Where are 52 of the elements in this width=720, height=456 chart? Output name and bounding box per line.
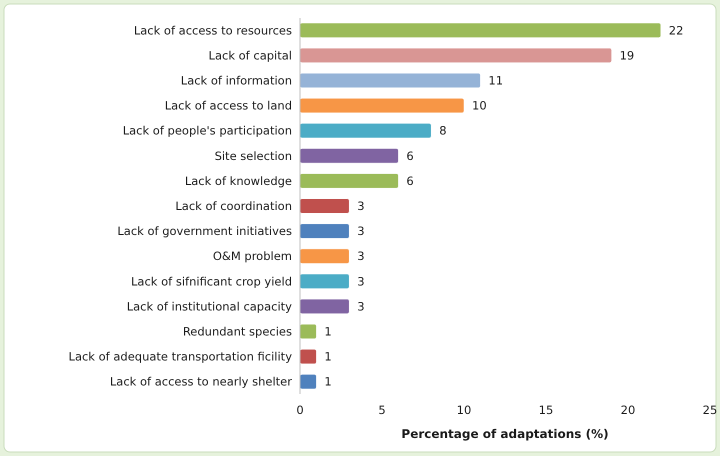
x-tick-label: 10 (456, 403, 472, 417)
y-tick-label: Site selection (214, 148, 292, 163)
y-tick-label: Lack of access to nearly shelter (110, 374, 292, 389)
y-tick-label: Lack of coordination (175, 199, 292, 214)
y-tick-label: Lack of capital (208, 48, 292, 62)
x-tick-label: 0 (296, 403, 304, 417)
x-tick-label: 20 (620, 403, 636, 417)
y-tick-label: Lack of people's participation (122, 124, 292, 138)
y-tick-label: Lack of institutional capacity (126, 299, 292, 314)
y-tick-label: Lack of knowledge (184, 174, 292, 188)
data-label: 11 (488, 74, 504, 88)
data-label: 10 (472, 98, 487, 113)
y-tick-label: Lack of government initiatives (117, 224, 292, 238)
y-tick-label: Redundant species (182, 324, 292, 339)
bar (300, 349, 317, 364)
bar (300, 22, 662, 38)
bar (300, 148, 399, 164)
data-label: 1 (324, 374, 332, 389)
x-tick-label: 5 (378, 403, 386, 417)
bar (300, 324, 317, 340)
y-tick-label: Lack of adequate transportation ficility (68, 350, 292, 364)
data-label: 3 (357, 249, 365, 264)
data-label: 19 (620, 48, 634, 62)
y-tick-label: Lack of sifnificant crop yield (131, 274, 292, 288)
bar (300, 274, 350, 289)
data-label: 3 (357, 299, 365, 314)
data-label: 3 (357, 224, 365, 238)
bar (300, 198, 350, 214)
data-label: 6 (406, 148, 414, 163)
bar (300, 298, 350, 314)
bar (300, 123, 432, 138)
data-label: 1 (324, 324, 332, 339)
bar (300, 98, 464, 114)
data-label: 1 (324, 350, 332, 364)
y-tick-label: O&M problem (212, 249, 292, 264)
y-tick-label: Lack of access to resources (134, 23, 292, 38)
x-axis-title: Percentage of adaptations (%) (401, 427, 609, 441)
bar (300, 48, 612, 63)
x-tick-label: 15 (538, 403, 554, 417)
bar (300, 248, 350, 264)
data-label: 8 (439, 124, 447, 138)
bar (300, 224, 350, 239)
data-label: 3 (357, 199, 365, 214)
y-tick-label: Lack of access to land (164, 98, 292, 113)
y-tick-label: Lack of information (180, 74, 292, 88)
bar (300, 173, 399, 188)
data-label: 6 (406, 174, 414, 188)
bar (300, 72, 481, 88)
data-label: 3 (357, 274, 365, 288)
data-label: 22 (668, 23, 684, 38)
x-tick-label: 25 (702, 403, 718, 417)
bar (300, 374, 317, 390)
